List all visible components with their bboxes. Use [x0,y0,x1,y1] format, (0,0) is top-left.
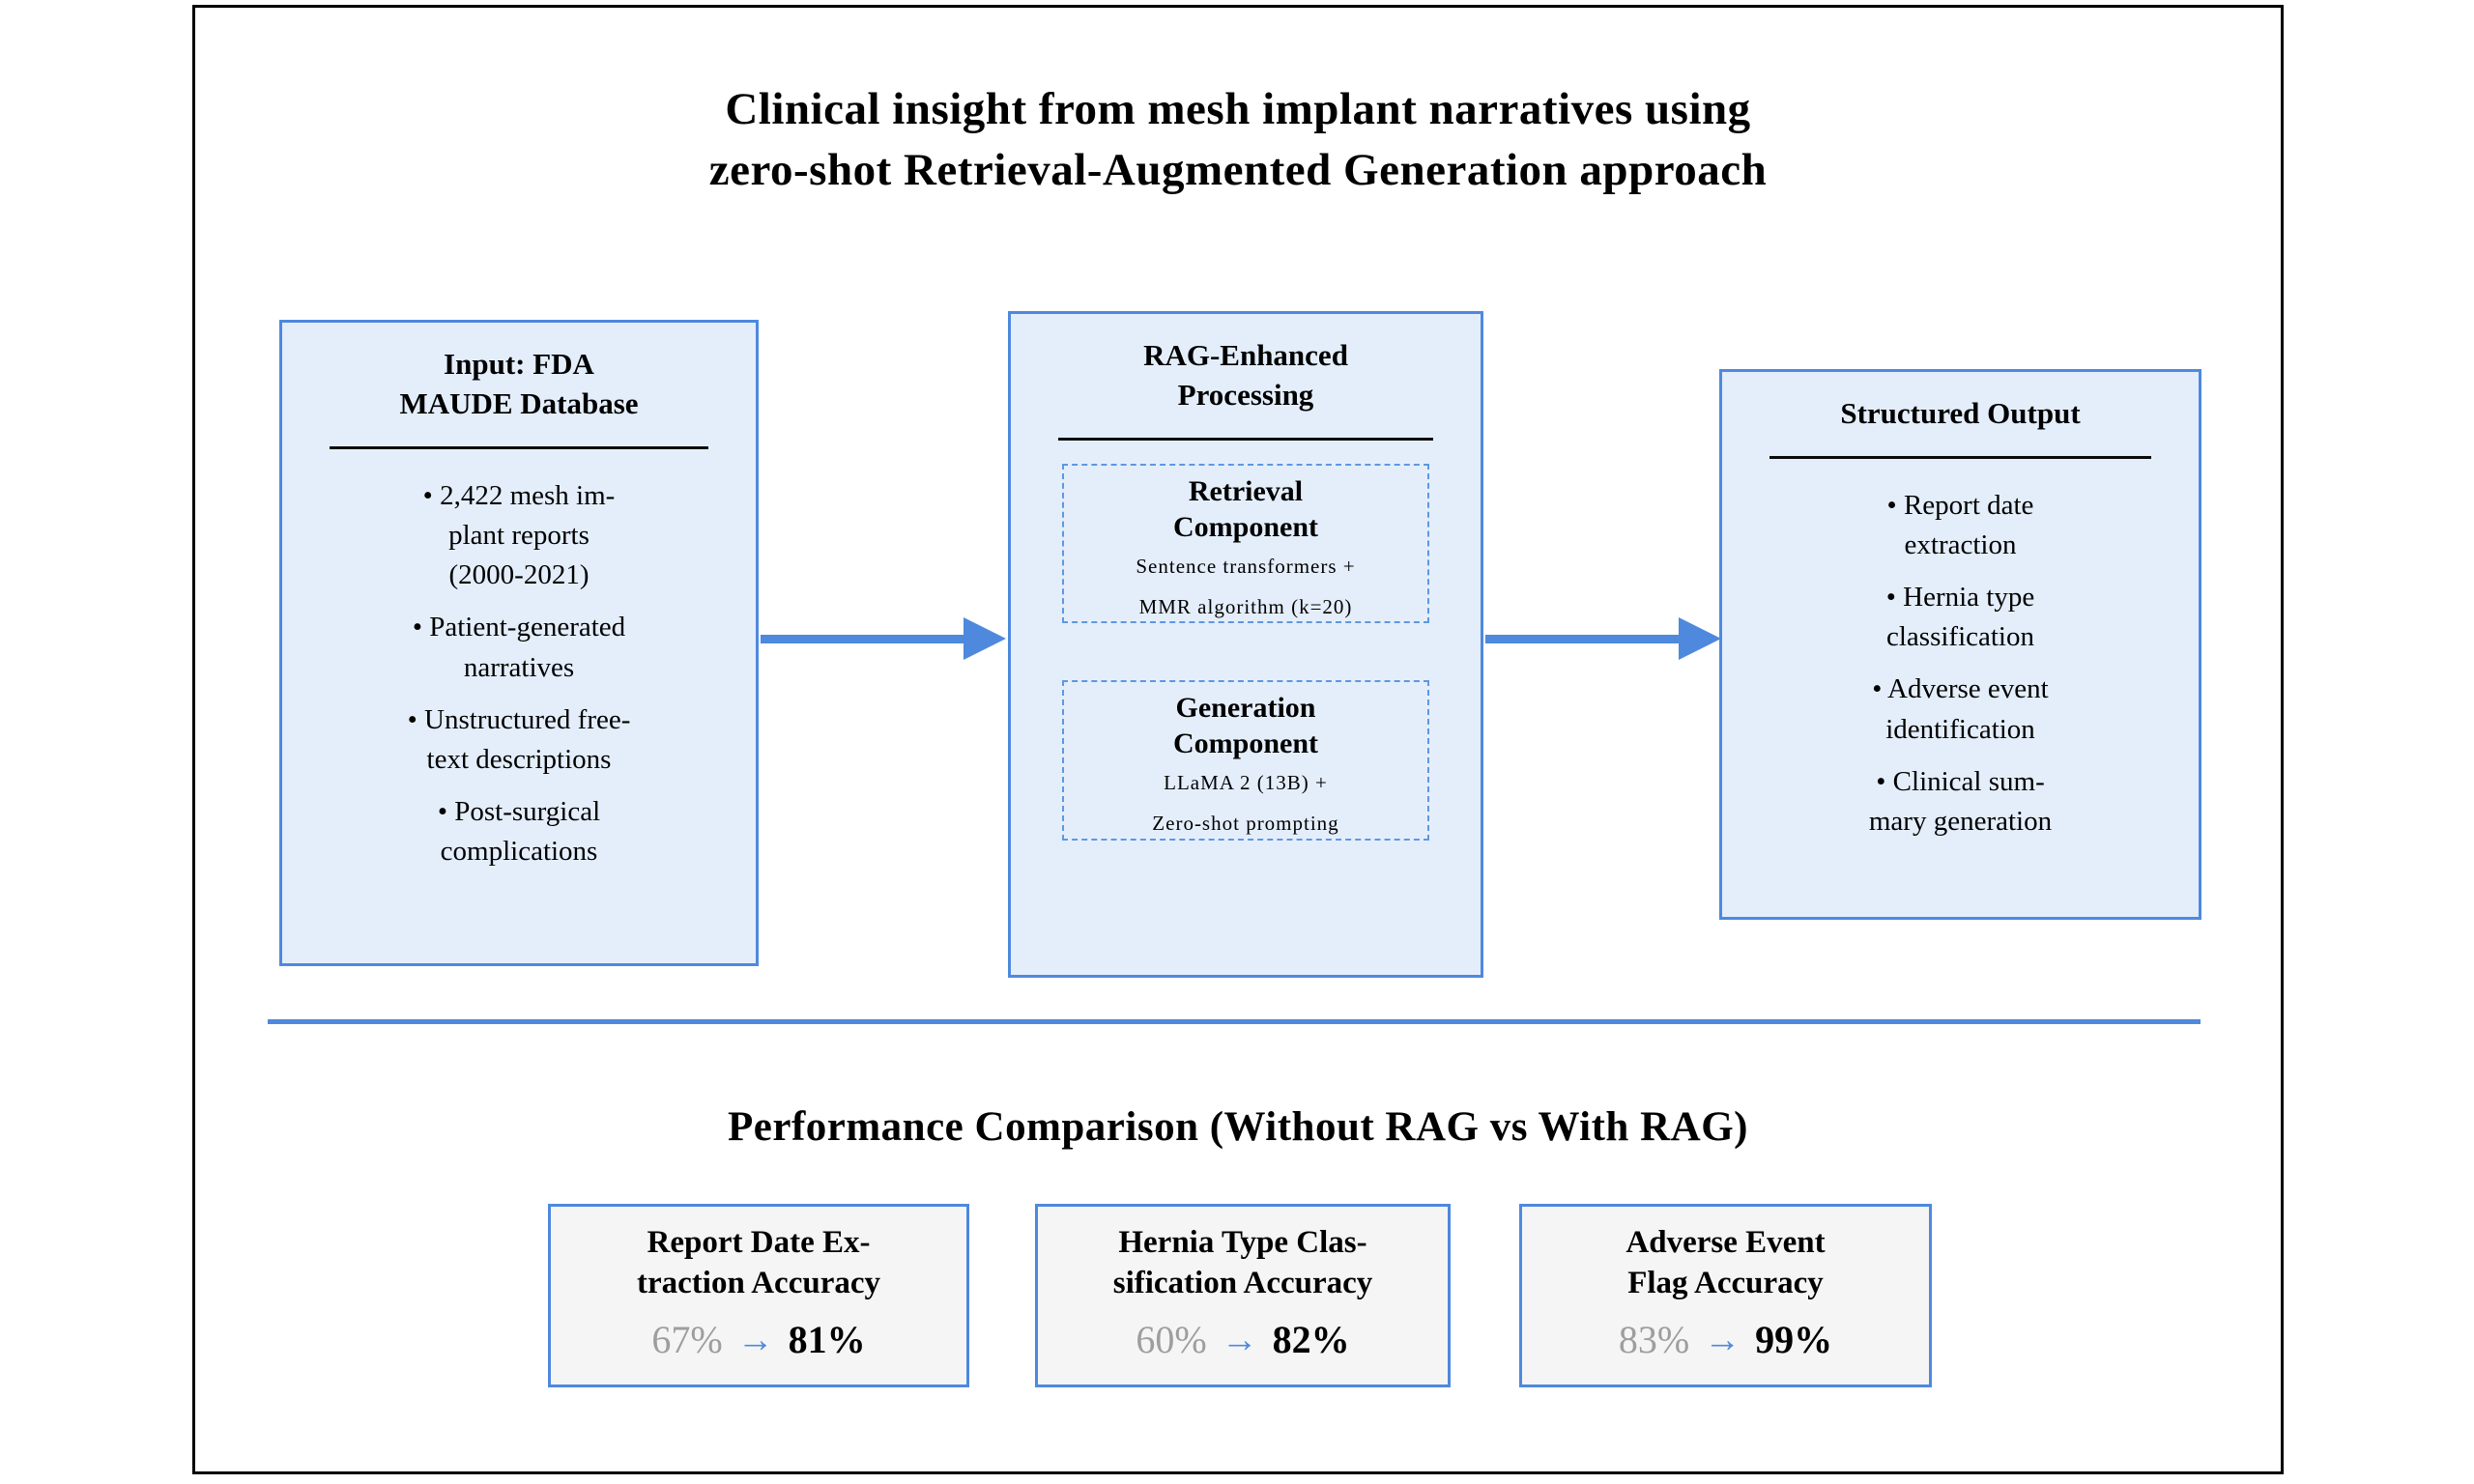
generation-detail-line: Zero-shot prompting [1152,811,1339,835]
section-divider-line [268,1019,2201,1024]
metric-box-adverse-event: Adverse Event Flag Accuracy 83% → 99% [1519,1204,1932,1387]
input-box-title: Input: FDA MAUDE Database [399,347,639,421]
metric-box-report-date: Report Date Ex- traction Accuracy 67% → … [548,1204,969,1387]
metric-value: 83% → 99% [1522,1317,1929,1362]
flow-arrow-processing-to-output [1485,635,1681,643]
processing-box: RAG-Enhanced Processing Retrieval Compon… [1008,311,1483,978]
right-arrow-icon: → [736,1319,774,1360]
flow-arrow-input-to-processing [761,635,964,643]
bullet-item: • Unstructured free- text descriptions [407,703,631,775]
retrieval-detail-line: Sentence transformers + [1136,554,1356,578]
bullet-item: • Patient-generated narratives [412,612,626,683]
arrow-head-icon [1679,617,1721,660]
metric-before-value: 83% [1618,1318,1690,1362]
metric-before-value: 67% [651,1318,723,1362]
figure-border [192,5,2284,1474]
bullet-item: • Report date extraction [1886,489,2034,560]
metric-after-value: 99% [1755,1318,1833,1362]
metric-title: Report Date Ex- traction Accuracy [637,1225,880,1301]
bullet-item: • Clinical sum- mary generation [1868,765,2053,837]
retrieval-component-title: Retrieval Component [1172,474,1318,544]
retrieval-detail-line: MMR algorithm (k=20) [1138,594,1353,618]
bullet-item: • Post-surgical complications [437,796,601,868]
processing-header-rule [1057,438,1434,441]
input-box: Input: FDA MAUDE Database • 2,422 mesh i… [279,320,759,966]
metric-before-value: 60% [1136,1318,1207,1362]
figure-title: Clinical insight from mesh implant narra… [708,84,1768,195]
output-bullet-list: • Report date extraction • Hernia type c… [1722,486,2199,842]
arrow-head-icon [964,617,1006,660]
retrieval-component-box: Retrieval Component Sentence transformer… [1062,463,1429,623]
input-header-rule [330,446,708,449]
generation-component-box: Generation Component LLaMA 2 (13B) + Zer… [1062,679,1429,841]
output-box: Structured Output • Report date extracti… [1719,369,2201,920]
generation-detail-line: LLaMA 2 (13B) + [1164,770,1328,794]
metric-box-hernia-type: Hernia Type Clas- sification Accuracy 60… [1035,1204,1451,1387]
bullet-item: • Hernia type classification [1885,582,2035,653]
processing-box-title: RAG-Enhanced Processing [1143,338,1348,413]
input-bullet-list: • 2,422 mesh im- plant reports (2000-202… [282,476,756,872]
right-arrow-icon: → [1221,1319,1258,1360]
output-header-rule [1769,456,2151,459]
metric-after-value: 81% [788,1318,866,1362]
bullet-item: • Adverse event identification [1872,673,2049,745]
metric-value: 67% → 81% [551,1317,966,1362]
bullet-item: • 2,422 mesh im- plant reports (2000-202… [422,479,616,591]
generation-component-title: Generation Component [1172,691,1318,760]
metric-after-value: 82% [1272,1318,1350,1362]
output-box-title: Structured Output [1840,396,2081,430]
metric-title: Adverse Event Flag Accuracy [1625,1225,1826,1301]
metric-title: Hernia Type Clas- sification Accuracy [1112,1225,1373,1301]
metric-value: 60% → 82% [1038,1317,1448,1362]
performance-section-title: Performance Comparison (Without RAG vs W… [728,1104,1748,1150]
right-arrow-icon: → [1704,1319,1741,1360]
